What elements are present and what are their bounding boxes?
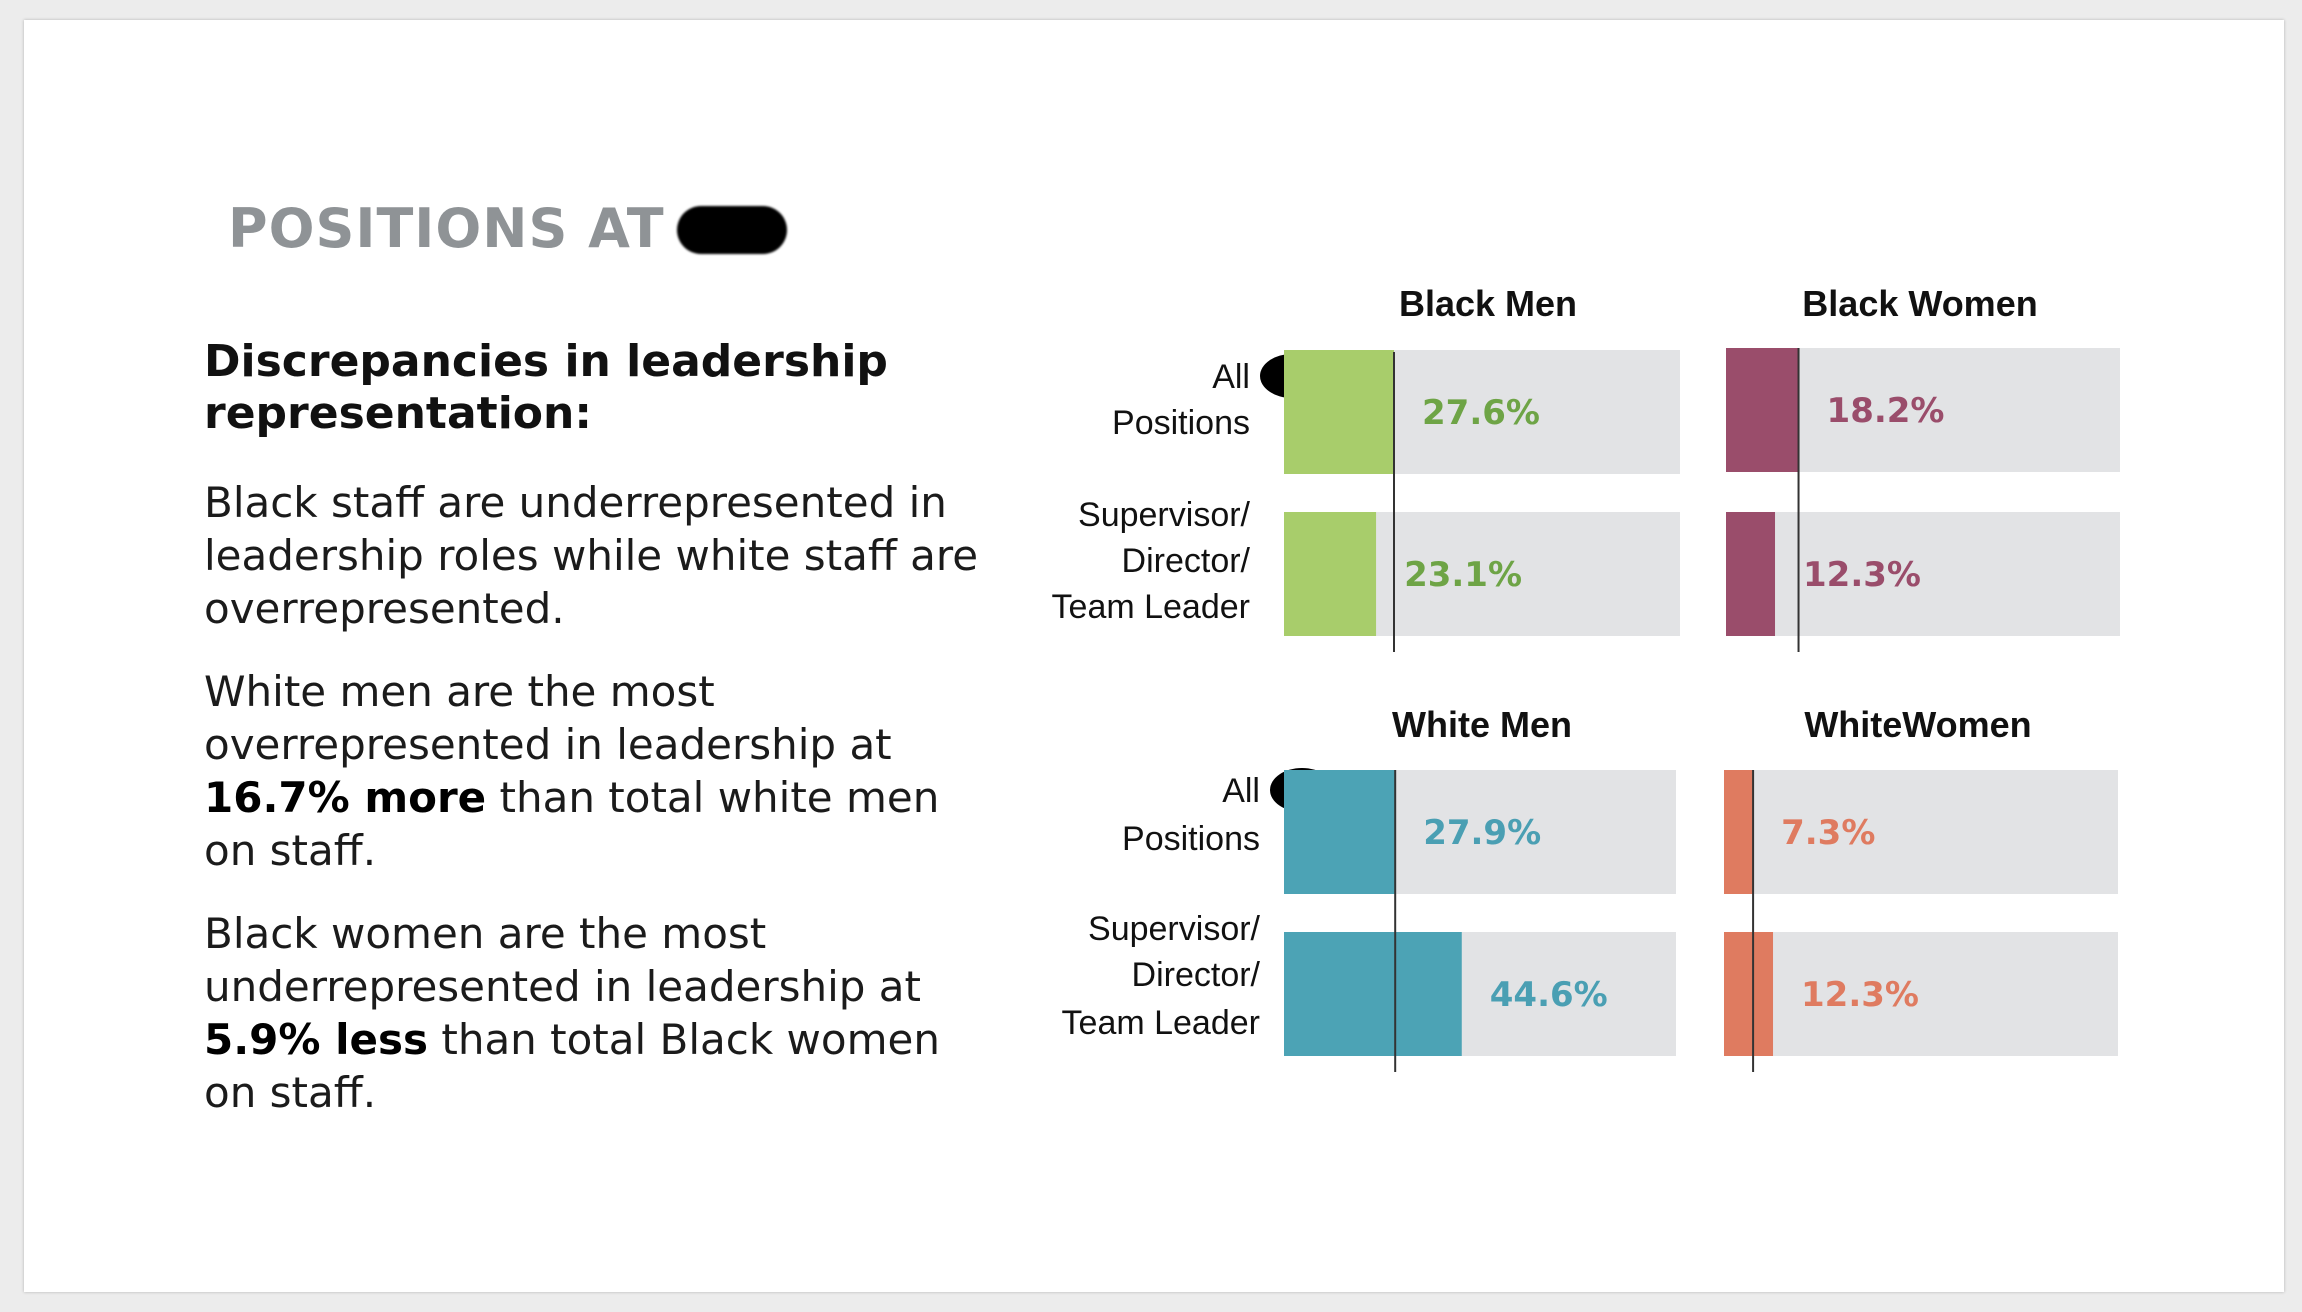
data-label-1-0: 18.2% [1827, 391, 1945, 431]
row-label-supervisor-1-1: Director/ [1132, 956, 1261, 994]
paragraph-3-text: Black women are the most underrepresente… [204, 909, 921, 1011]
bar-3-0 [1724, 770, 1754, 894]
bar-2-0 [1284, 770, 1396, 894]
bar-track [1726, 512, 2120, 636]
bar-track [1724, 932, 2118, 1056]
data-label-3-1: 12.3% [1801, 975, 1919, 1015]
paragraph-3-text-end: than total Black women on staff. [204, 1015, 940, 1117]
section-heading: Discrepancies in leadership representati… [204, 336, 888, 439]
bar-1-0 [1726, 348, 1799, 472]
row-label-all-positions-0-1: Positions [1112, 404, 1250, 442]
bar-0-1 [1284, 512, 1377, 636]
paragraph-3: Black women are the most underrepresente… [204, 907, 994, 1119]
slide-title: POSITIONS AT [228, 196, 665, 260]
bar-track [1724, 770, 2118, 894]
data-label-0-1: 23.1% [1404, 555, 1522, 595]
data-label-2-1: 44.6% [1490, 975, 1608, 1015]
row-label-all-positions-1-0: All [1222, 772, 1260, 810]
row-label-supervisor-0-0: Supervisor/ [1078, 496, 1251, 534]
panel-title-0: Black Men [1399, 283, 1577, 324]
paragraph-2: White men are the most overrepresented i… [204, 665, 994, 877]
title-row: POSITIONS AT [228, 188, 787, 268]
bar-1-1 [1726, 512, 1776, 636]
panel-title-3: WhiteWomen [1804, 704, 2031, 745]
redaction-mark [676, 206, 787, 254]
data-label-2-0: 27.9% [1423, 813, 1541, 853]
bar-3-1 [1724, 932, 1774, 1056]
panel-title-2: White Men [1392, 704, 1572, 745]
row-label-all-positions-1-1: Positions [1122, 820, 1260, 858]
bar-0-0 [1284, 350, 1394, 474]
left-text-block: Discrepancies in leadership representati… [204, 336, 994, 1149]
row-label-all-positions-0-0: All [1212, 358, 1250, 396]
paragraph-2-text-end: than total white men on staff. [204, 773, 940, 875]
data-label-1-1: 12.3% [1803, 555, 1921, 595]
bar-2-1 [1284, 932, 1462, 1056]
paragraph-1: Black staff are underrepresented in lead… [204, 478, 979, 633]
row-label-supervisor-0-1: Director/ [1122, 542, 1251, 580]
data-label-0-0: 27.6% [1422, 393, 1540, 433]
row-label-supervisor-1-0: Supervisor/ [1088, 910, 1261, 948]
slide: POSITIONS AT [24, 20, 2284, 1292]
paragraph-2-bold: 16.7% more [204, 773, 487, 822]
row-label-supervisor-1-2: Team Leader [1062, 1004, 1260, 1042]
paragraph-2-text: White men are the most overrepresented i… [204, 667, 892, 769]
paragraph-3-bold: 5.9% less [204, 1015, 428, 1064]
row-label-supervisor-0-2: Team Leader [1052, 588, 1250, 626]
data-label-3-0: 7.3% [1781, 813, 1875, 853]
panel-title-1: Black Women [1802, 283, 2037, 324]
